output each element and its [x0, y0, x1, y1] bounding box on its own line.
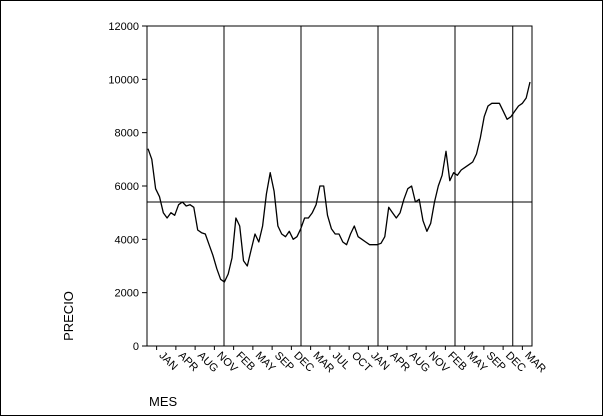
tick-labels: 020004000600080001000012000JANAPRAUGNOVF…	[108, 21, 548, 375]
axes	[142, 25, 533, 350]
x-tick-label: SEP	[484, 350, 508, 374]
y-axis-title: PRECIO	[61, 291, 76, 341]
series-layer	[147, 81, 531, 283]
x-tick-label: FEB	[445, 350, 469, 374]
x-tick-label: MAY	[465, 350, 490, 375]
x-tick-label: APR	[388, 350, 413, 375]
x-tick-label: APR	[176, 350, 201, 375]
x-tick-label: MAR	[311, 350, 337, 376]
x-tick-label: AUG	[407, 350, 432, 375]
x-tick-label: NOV	[214, 350, 240, 376]
x-tick-label: MAY	[253, 350, 278, 375]
y-tick-label: 12000	[108, 21, 139, 33]
y-tick-label: 8000	[115, 128, 139, 140]
x-tick-label: DEC	[291, 350, 316, 375]
x-tick-label: DEC	[503, 350, 528, 375]
x-tick-label: AUG	[195, 350, 220, 375]
reference-lines	[147, 26, 532, 346]
plot-area-border	[146, 25, 533, 347]
x-tick-label: JAN	[368, 350, 391, 373]
x-tick-label: NOV	[426, 350, 452, 376]
price-series-line	[147, 81, 531, 283]
x-tick-label: OCT	[349, 350, 374, 375]
x-axis-title: MES	[149, 394, 178, 409]
y-tick-label: 10000	[108, 74, 139, 86]
y-tick-label: 6000	[115, 181, 139, 193]
x-tick-label: JAN	[157, 350, 180, 373]
y-tick-label: 4000	[115, 234, 139, 246]
x-tick-label: FEB	[234, 350, 258, 374]
x-tick-label: SEP	[272, 350, 296, 374]
y-tick-label: 0	[133, 341, 139, 353]
y-tick-label: 2000	[115, 288, 139, 300]
x-tick-label: MAR	[522, 350, 548, 376]
